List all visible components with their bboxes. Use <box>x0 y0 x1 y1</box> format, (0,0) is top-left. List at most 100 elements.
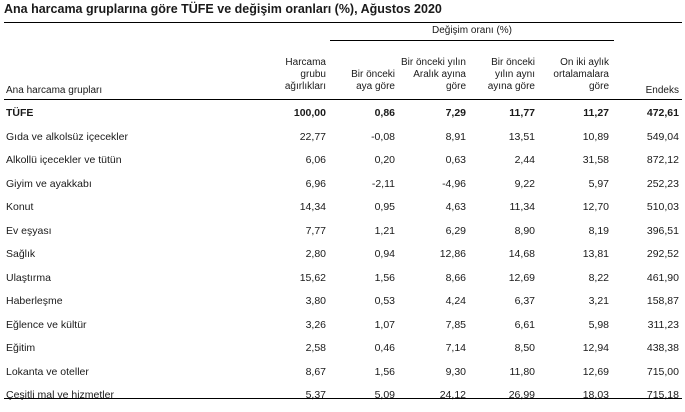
cell-index: 549,04 <box>646 131 679 143</box>
cell-index: 715,18 <box>646 389 679 401</box>
cell-weight: 2,58 <box>305 342 326 354</box>
cell-monthly: 0,46 <box>374 342 395 354</box>
cell-yoy: 8,90 <box>514 225 535 237</box>
cell-name: TÜFE <box>6 107 34 119</box>
cell-index: 311,23 <box>647 319 679 331</box>
cell-name: Sağlık <box>6 248 36 260</box>
cell-index: 396,51 <box>646 225 679 237</box>
cell-index: 510,03 <box>646 201 679 213</box>
cell-name: Eğitim <box>6 342 36 354</box>
cell-yoy: 8,50 <box>514 342 535 354</box>
cell-december: 4,24 <box>445 295 466 307</box>
cell-name: Gıda ve alkolsüz içecekler <box>6 131 128 143</box>
column-header-weight: Harcama grubu ağırlıkları <box>284 57 326 92</box>
cell-yoy: 11,80 <box>509 366 536 378</box>
cell-monthly: 1,56 <box>374 366 395 378</box>
cell-weight: 22,77 <box>299 131 326 143</box>
cell-weight: 3,26 <box>305 319 326 331</box>
cell-name: Lokanta ve oteller <box>6 366 89 378</box>
cell-name: Ulaştırma <box>6 272 51 284</box>
top-rule <box>4 22 682 23</box>
table-bottom-rule <box>4 398 682 399</box>
change-rate-group-header: Değişim oranı (%) <box>431 25 513 36</box>
cell-name: Eğlence ve kültür <box>6 319 87 331</box>
cell-index: 292,52 <box>646 248 679 260</box>
cell-weight: 7,77 <box>305 225 326 237</box>
cell-index: 461,90 <box>646 272 679 284</box>
header-bottom-rule <box>4 99 682 100</box>
cell-index: 872,12 <box>646 154 679 166</box>
cell-weight: 14,34 <box>299 201 326 213</box>
column-header-december: Bir önceki yılın Aralık ayına göre <box>400 57 466 92</box>
cell-december: 4,63 <box>445 201 466 213</box>
group-header-rule <box>330 40 614 41</box>
column-header-yoy: Bir önceki yılın aynı ayına göre <box>487 57 535 92</box>
cell-name: Ev eşyası <box>6 225 52 237</box>
cell-12m-average: 5,98 <box>588 319 609 331</box>
cell-12m-average: 5,97 <box>588 178 609 190</box>
cell-monthly: 1,07 <box>374 319 395 331</box>
cell-monthly: 1,56 <box>374 272 395 284</box>
cell-12m-average: 8,19 <box>588 225 609 237</box>
cell-weight: 100,00 <box>293 107 326 119</box>
column-header-index: Endeks <box>645 85 679 96</box>
cell-monthly: 5,09 <box>374 389 395 401</box>
cell-12m-average: 12,94 <box>582 342 609 354</box>
cell-december: 7,14 <box>445 342 466 354</box>
cell-december: 24,12 <box>439 389 466 401</box>
cell-weight: 15,62 <box>299 272 326 284</box>
cell-monthly: 0,95 <box>374 201 395 213</box>
cell-name: Haberleşme <box>6 295 63 307</box>
cell-yoy: 12,69 <box>508 272 535 284</box>
cell-yoy: 26,99 <box>508 389 535 401</box>
cell-december: 8,91 <box>445 131 466 143</box>
cell-12m-average: 11,27 <box>583 107 609 119</box>
cell-12m-average: 13,81 <box>582 248 609 260</box>
cell-index: 252,23 <box>646 178 679 190</box>
cell-12m-average: 12,70 <box>582 201 609 213</box>
cell-december: 8,66 <box>445 272 466 284</box>
cell-index: 438,38 <box>646 342 679 354</box>
cell-name: Alkollü içecekler ve tütün <box>6 154 122 166</box>
cell-12m-average: 31,58 <box>582 154 609 166</box>
cell-weight: 6,96 <box>305 178 326 190</box>
cell-december: 12,86 <box>439 248 466 260</box>
cell-december: 7,29 <box>445 107 466 119</box>
cell-name: Çeşitli mal ve hizmetler <box>6 389 114 401</box>
cell-name: Konut <box>6 201 34 213</box>
cell-december: 6,29 <box>445 225 466 237</box>
cell-december: 7,85 <box>445 319 466 331</box>
cell-weight: 5,37 <box>305 389 326 401</box>
cell-index: 472,61 <box>646 107 679 119</box>
cell-weight: 6,06 <box>305 154 326 166</box>
cell-weight: 8,67 <box>305 366 326 378</box>
cell-yoy: 2,44 <box>514 154 535 166</box>
column-header-name: Ana harcama grupları <box>6 85 103 96</box>
cell-december: 0,63 <box>445 154 466 166</box>
cell-weight: 2,80 <box>305 248 326 260</box>
table-title: Ana harcama gruplarına göre TÜFE ve deği… <box>4 2 442 16</box>
cell-monthly: 0,53 <box>374 295 395 307</box>
cell-index: 158,87 <box>646 295 679 307</box>
cell-yoy: 14,68 <box>508 248 535 260</box>
cell-monthly: 0,86 <box>374 107 395 119</box>
cell-december: 9,30 <box>445 366 466 378</box>
cell-monthly: 0,20 <box>374 154 395 166</box>
cell-12m-average: 12,69 <box>582 366 609 378</box>
cell-index: 715,00 <box>646 366 679 378</box>
cell-name: Giyim ve ayakkabı <box>6 178 92 190</box>
column-header-12m-average: On iki aylık ortalamalara göre <box>553 57 609 92</box>
cell-monthly: -2,11 <box>371 178 395 190</box>
cell-yoy: 11,34 <box>509 201 536 213</box>
cell-yoy: 9,22 <box>514 178 535 190</box>
cell-weight: 3,80 <box>305 295 326 307</box>
cell-12m-average: 10,89 <box>582 131 609 143</box>
cell-yoy: 11,77 <box>509 107 535 119</box>
column-header-monthly: Bir önceki aya göre <box>351 69 395 92</box>
cell-12m-average: 8,22 <box>588 272 609 284</box>
cell-12m-average: 18,03 <box>582 389 609 401</box>
cell-yoy: 6,61 <box>514 319 535 331</box>
cell-yoy: 6,37 <box>514 295 535 307</box>
cell-december: -4,96 <box>442 178 466 190</box>
cell-monthly: 1,21 <box>374 225 395 237</box>
